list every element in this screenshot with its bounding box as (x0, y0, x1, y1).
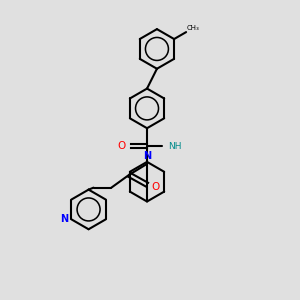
Text: N: N (143, 151, 151, 161)
Text: CH₃: CH₃ (187, 25, 200, 31)
Text: O: O (151, 182, 159, 192)
Text: N: N (60, 214, 68, 224)
Text: O: O (117, 141, 125, 151)
Text: NH: NH (168, 142, 181, 151)
